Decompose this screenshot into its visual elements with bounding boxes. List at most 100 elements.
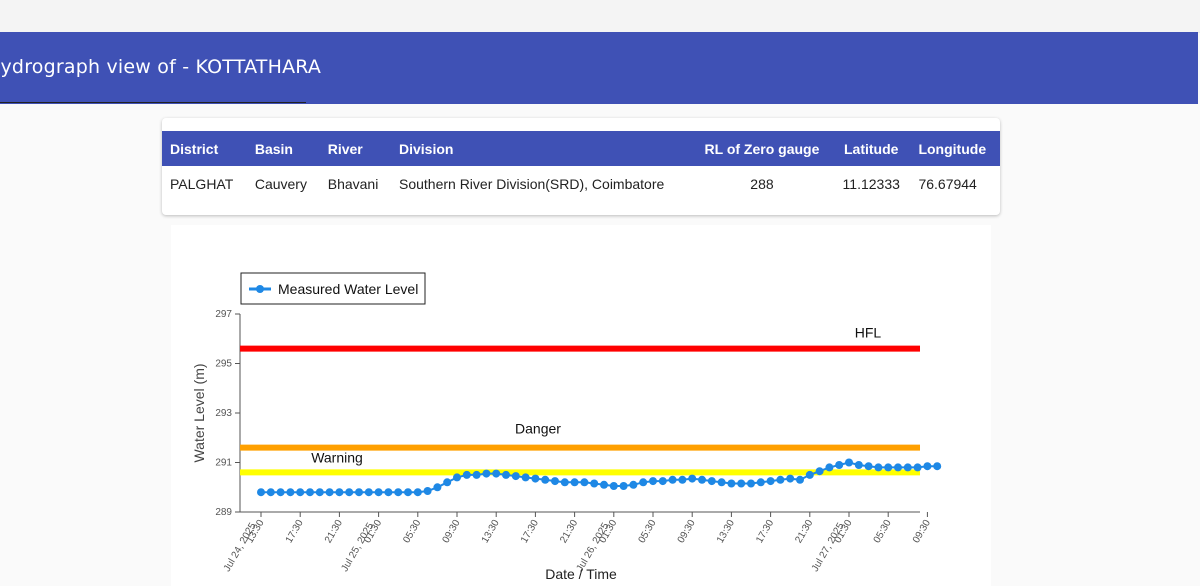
data-point <box>502 470 510 479</box>
cell-longitude: 76.67944 <box>918 176 977 192</box>
legend-label: Measured Water Level <box>278 281 418 297</box>
x-tick-label: 05:30 <box>401 518 423 546</box>
col-header-river: River <box>319 131 391 166</box>
data-point <box>727 479 736 488</box>
data-point <box>805 470 814 479</box>
data-point <box>423 487 432 495</box>
cell-division: Southern River Division(SRD), Coimbatore <box>398 176 665 192</box>
station-info-card: District Basin River Division RL of Zero… <box>162 118 1000 215</box>
y-tick-label: 295 <box>215 359 232 370</box>
data-point <box>453 473 461 482</box>
data-point <box>894 463 902 472</box>
col-header-rl-zero-gauge: RL of Zero gauge <box>691 131 832 166</box>
data-point <box>747 479 755 488</box>
data-point <box>315 488 324 497</box>
data-point <box>404 488 412 497</box>
browser-top-strip <box>0 0 1200 33</box>
x-tick-date-label: Jul 25, 2025 <box>339 521 376 574</box>
y-tick-label: 297 <box>215 309 232 320</box>
data-point <box>609 482 618 490</box>
page-title: Hydrograph view of - KOTTATHARA <box>0 56 322 78</box>
x-tick-label: 17:30 <box>754 518 776 546</box>
data-point <box>355 488 363 497</box>
data-point <box>325 488 334 497</box>
data-point <box>560 478 569 487</box>
cell-basin: Cauvery <box>254 176 307 192</box>
data-point <box>286 488 295 497</box>
page-header: Hydrograph view of - KOTTATHARA <box>0 32 1198 104</box>
cell-rl-zero-gauge: 288 <box>750 176 774 192</box>
data-point <box>629 480 638 489</box>
x-tick-label: 05:30 <box>872 518 894 546</box>
x-tick-date-label: Jul 27, 2025 <box>810 521 847 574</box>
data-point <box>541 475 550 484</box>
data-point <box>874 463 883 472</box>
data-point <box>511 472 520 481</box>
col-header-latitude: Latitude <box>831 131 911 166</box>
data-point <box>600 480 608 489</box>
data-point <box>570 478 579 487</box>
data-point <box>668 475 677 484</box>
data-point <box>335 488 344 497</box>
data-point <box>854 461 863 469</box>
ref-label-danger: Danger <box>515 421 561 437</box>
data-point <box>306 488 314 497</box>
col-header-district: District <box>162 131 247 166</box>
data-point <box>737 479 746 488</box>
x-tick-label: 21:30 <box>558 518 580 546</box>
data-point <box>698 475 706 484</box>
data-point <box>864 462 873 471</box>
data-point <box>756 478 765 487</box>
cell-river: Bhavani <box>327 176 379 192</box>
data-point <box>639 478 648 487</box>
y-axis-label: Water Level (m) <box>191 363 207 462</box>
data-point <box>776 475 785 484</box>
data-point <box>413 488 422 497</box>
data-point <box>707 477 716 486</box>
data-point <box>933 462 942 471</box>
data-point <box>482 469 491 478</box>
x-tick-label: 21:30 <box>323 518 345 546</box>
data-point <box>825 463 834 472</box>
data-point <box>903 463 912 472</box>
data-point <box>276 488 285 497</box>
legend-box <box>240 272 426 305</box>
data-point <box>394 488 403 497</box>
data-point <box>384 488 393 497</box>
legend-marker-swatch <box>256 285 264 293</box>
data-point <box>580 478 589 487</box>
series-line <box>261 461 938 494</box>
data-point <box>845 458 853 467</box>
x-tick-label: 05:30 <box>637 518 659 546</box>
hydrograph-card: 297 295 293 291 289 Water Level (m) HFL Danger W… <box>171 225 991 586</box>
data-point <box>717 478 726 487</box>
data-point <box>364 488 373 497</box>
data-point <box>796 475 804 484</box>
data-point <box>492 469 501 478</box>
station-info-table: District Basin River Division RL of Zero… <box>162 131 1000 202</box>
data-point <box>688 474 697 483</box>
x-tick-label: 09:30 <box>676 518 698 546</box>
x-tick-label: 17:30 <box>519 518 541 546</box>
data-point <box>296 488 305 497</box>
data-point <box>551 477 559 486</box>
data-point <box>472 470 481 479</box>
data-point <box>462 470 471 479</box>
x-tick-label: 21:30 <box>793 518 815 546</box>
col-header-basin: Basin <box>246 131 320 166</box>
data-point <box>590 479 599 488</box>
x-tick-label: 09:30 <box>441 518 463 546</box>
x-tick-date-label: Jul 24, 2025 <box>222 521 259 574</box>
ref-label-hfl: HFL <box>855 325 882 341</box>
cell-latitude: 11.12333 <box>842 176 900 192</box>
col-header-longitude: Longitude <box>910 131 1000 166</box>
ref-label-warning: Warning <box>311 449 363 465</box>
cell-district: PALGHAT <box>170 176 234 192</box>
x-tick-label: 17:30 <box>284 518 306 546</box>
y-tick-label: 293 <box>215 408 232 419</box>
data-point <box>257 488 265 497</box>
data-point <box>649 477 657 486</box>
data-point <box>531 474 540 483</box>
y-tick-label: 289 <box>215 507 232 518</box>
data-point <box>521 473 530 482</box>
